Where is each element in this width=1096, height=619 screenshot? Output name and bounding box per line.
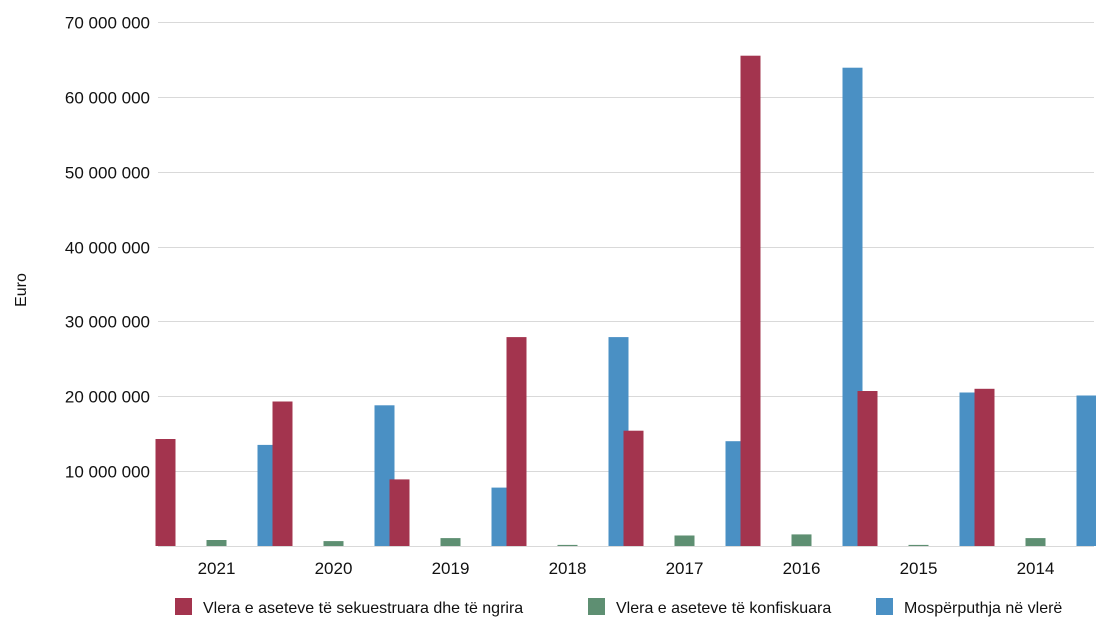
bar-2019-series-1	[389, 479, 410, 546]
legend: Vlera e aseteve të sekuestruara dhe të n…	[175, 598, 1062, 617]
x-tick-label: 2017	[666, 559, 704, 578]
bar-2016-series-1	[740, 55, 761, 546]
y-tick-label: 50 000 000	[65, 164, 150, 183]
x-tick-label: 2020	[315, 559, 353, 578]
y-tick-label: 10 000 000	[65, 463, 150, 482]
y-tick-label: 40 000 000	[65, 239, 150, 258]
x-tick-label: 2016	[783, 559, 821, 578]
legend-label: Vlera e aseteve të sekuestruara dhe të n…	[203, 600, 523, 617]
legend-label: Mospërputhja në vlerë	[904, 600, 1062, 617]
bar-2018-series-2	[557, 544, 578, 546]
bar-2020-series-1	[272, 401, 293, 546]
x-tick-label: 2019	[432, 559, 470, 578]
x-tick-label: 2015	[900, 559, 938, 578]
x-tick-label: 2021	[198, 559, 236, 578]
bar-2017-series-1	[623, 430, 644, 546]
bar-2021-series-1	[155, 439, 176, 546]
legend-swatch	[175, 598, 192, 615]
legend-label: Vlera e aseteve të konfiskuara	[616, 600, 831, 617]
bar-2015-series-2	[908, 544, 929, 546]
legend-item: Vlera e aseteve të konfiskuara	[588, 598, 831, 617]
gridlines	[158, 22, 1094, 547]
y-tick-label: 20 000 000	[65, 388, 150, 407]
bars	[155, 55, 1096, 546]
bar-2020-series-2	[323, 541, 344, 546]
y-tick-label: 60 000 000	[65, 89, 150, 108]
x-axis-tick-labels: 2021 2020 2019 2018 2017 2016 2015 2014	[198, 559, 1055, 578]
y-axis-title: Euro	[13, 273, 30, 307]
bar-2021-series-2	[206, 540, 227, 546]
legend-item: Vlera e aseteve të sekuestruara dhe të n…	[175, 598, 523, 617]
bar-2016-series-2	[791, 534, 812, 546]
x-tick-label: 2014	[1017, 559, 1055, 578]
legend-item: Mospërputhja në vlerë	[876, 598, 1062, 617]
x-tick-label: 2018	[549, 559, 587, 578]
bar-2017-series-2	[674, 535, 695, 546]
bar-2019-series-2	[440, 538, 461, 546]
bar-2014-series-2	[1025, 538, 1046, 546]
bar-2018-series-1	[506, 337, 527, 546]
y-tick-label: 30 000 000	[65, 313, 150, 332]
y-axis-tick-labels: 10 000 000 20 000 000 30 000 000 40 000 000…	[65, 14, 150, 482]
legend-swatch	[588, 598, 605, 615]
bar-2014-series-1	[974, 388, 995, 546]
bar-2015-series-1	[857, 391, 878, 546]
bar-2014-series-3	[1076, 395, 1096, 546]
y-tick-label: 70 000 000	[65, 14, 150, 33]
legend-swatch	[876, 598, 893, 615]
